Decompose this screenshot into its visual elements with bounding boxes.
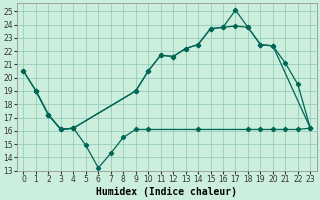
X-axis label: Humidex (Indice chaleur): Humidex (Indice chaleur) xyxy=(96,186,237,197)
